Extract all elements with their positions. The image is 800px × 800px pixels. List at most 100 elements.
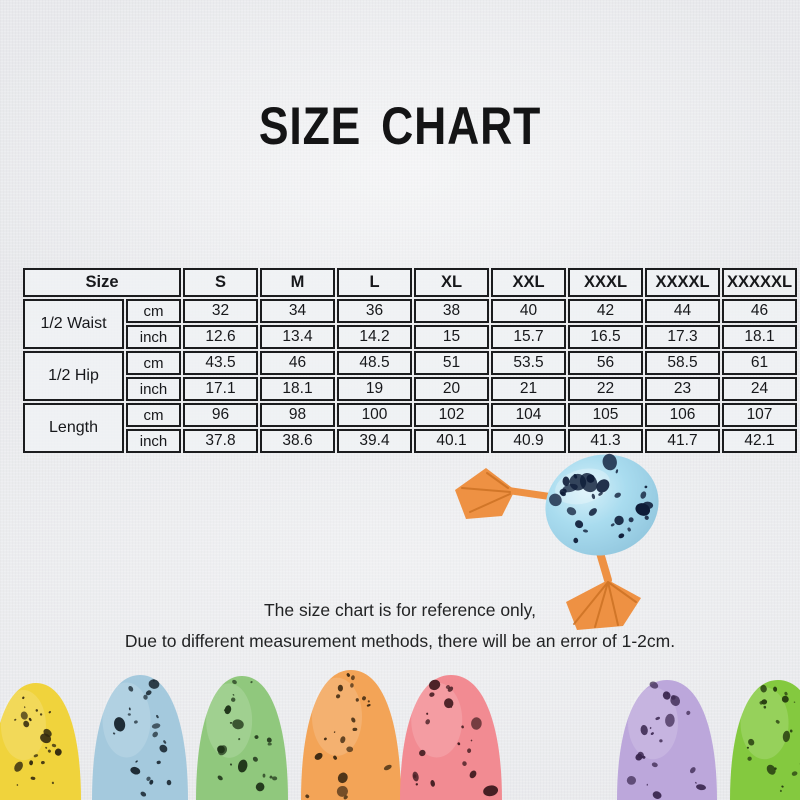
value-cell: 12.6 xyxy=(183,325,258,349)
egg-speckle xyxy=(566,507,577,516)
egg-speckle xyxy=(127,713,131,716)
easter-eggs-row xyxy=(0,670,800,800)
egg-speckle xyxy=(781,695,789,703)
egg-speckle xyxy=(252,756,258,762)
value-cell: 40 xyxy=(491,299,566,323)
egg-speckle xyxy=(16,784,19,786)
value-cell: 46 xyxy=(260,351,335,375)
easter-egg-lime xyxy=(730,680,800,800)
egg-speckle xyxy=(33,754,39,758)
value-cell: 56 xyxy=(568,351,643,375)
egg-speckle xyxy=(562,476,570,487)
easter-egg-yellow xyxy=(0,683,81,800)
egg-speckle xyxy=(151,723,161,729)
value-cell: 37.8 xyxy=(183,429,258,453)
egg-speckle xyxy=(224,705,232,715)
value-cell: 22 xyxy=(568,377,643,401)
egg-speckle xyxy=(266,737,272,743)
egg-speckle xyxy=(128,686,134,692)
egg-speckle xyxy=(333,731,336,733)
egg-speckle xyxy=(143,694,148,700)
egg-speckle xyxy=(229,721,233,724)
egg-speckle xyxy=(640,725,648,736)
egg-speckle xyxy=(618,533,625,539)
value-cell: 61 xyxy=(722,351,797,375)
egg-speckle xyxy=(337,684,344,692)
egg-speckle xyxy=(470,739,473,742)
egg-speckle xyxy=(14,761,23,772)
egg-speckle xyxy=(483,785,499,797)
egg-speckle xyxy=(130,766,141,775)
egg-speckle xyxy=(588,508,597,516)
egg-speckle xyxy=(149,779,154,785)
egg-speckle xyxy=(649,681,659,689)
value-cell: 96 xyxy=(183,403,258,427)
value-cell: 105 xyxy=(568,403,643,427)
egg-speckle xyxy=(644,485,648,489)
value-cell: 42.1 xyxy=(722,429,797,453)
value-cell: 17.1 xyxy=(183,377,258,401)
egg-speckle xyxy=(232,719,244,730)
egg-speckle xyxy=(35,709,39,712)
egg-speckle xyxy=(644,515,649,520)
value-cell: 58.5 xyxy=(645,351,720,375)
egg-speckle xyxy=(28,717,32,722)
egg-speckle xyxy=(457,742,461,746)
egg-speckle xyxy=(467,748,472,753)
egg-speckle xyxy=(759,701,764,705)
egg-speckle xyxy=(383,764,392,771)
egg-speckle xyxy=(651,762,658,768)
egg-speckle xyxy=(686,710,691,716)
value-cell: 106 xyxy=(645,403,720,427)
size-col-header-xxxxl: XXXXL xyxy=(645,268,720,297)
size-table-row: Length cm 96 98 100 102 104 105 106 107 xyxy=(23,403,797,453)
unit-label: cm xyxy=(126,403,181,427)
egg-speckle xyxy=(45,746,48,749)
egg-speckle xyxy=(48,711,52,714)
egg-speckle xyxy=(350,675,355,681)
value-cell: 23 xyxy=(645,377,720,401)
egg-speckle xyxy=(217,775,223,781)
egg-speckle xyxy=(237,759,248,773)
egg-speckle xyxy=(262,773,266,778)
size-col-header-s: S xyxy=(183,268,258,297)
egg-speckle xyxy=(272,776,278,781)
easter-egg-light-blue xyxy=(92,675,188,800)
egg-speckle xyxy=(649,726,652,730)
value-cell: 14.2 xyxy=(337,325,412,349)
egg-speckle xyxy=(39,713,43,716)
egg-speckle xyxy=(323,737,327,741)
value-cell: 18.1 xyxy=(260,377,335,401)
egg-speckle xyxy=(615,469,619,474)
size-table: Size S M L XL XXL XXXL XXXXL XXXXXL 1/2 Waist cm 3… xyxy=(21,266,799,455)
egg-speckle xyxy=(152,679,155,682)
egg-speckle xyxy=(650,732,654,735)
egg-speckle xyxy=(43,728,52,737)
easter-egg-green xyxy=(196,676,288,800)
egg-speckle xyxy=(22,696,25,700)
size-col-header-xl: XL xyxy=(414,268,489,297)
egg-speckle xyxy=(640,491,647,499)
value-cell: 39.4 xyxy=(337,429,412,453)
egg-speckle xyxy=(748,738,755,746)
egg-speckle xyxy=(689,767,696,774)
egg-speckle xyxy=(145,690,152,696)
duck-egg-illustration xyxy=(455,453,659,630)
egg-speckle xyxy=(51,743,57,748)
egg-speckle xyxy=(429,692,435,697)
value-cell: 16.5 xyxy=(568,325,643,349)
egg-speckle xyxy=(29,760,34,766)
egg-speckle xyxy=(419,749,426,757)
egg-speckle xyxy=(166,779,172,786)
value-cell: 98 xyxy=(260,403,335,427)
size-table-row: inch 12.6 13.4 14.2 15 15.7 16.5 17.3 18.1 xyxy=(23,325,797,349)
egg-speckle xyxy=(23,706,26,709)
value-cell: 40.9 xyxy=(491,429,566,453)
egg-speckle xyxy=(610,523,615,527)
egg-speckle xyxy=(591,493,596,500)
unit-label: cm xyxy=(126,351,181,375)
egg-speckle xyxy=(462,761,467,766)
egg-speckle xyxy=(586,474,595,483)
egg-speckle xyxy=(314,752,323,760)
egg-speckle xyxy=(646,783,649,786)
